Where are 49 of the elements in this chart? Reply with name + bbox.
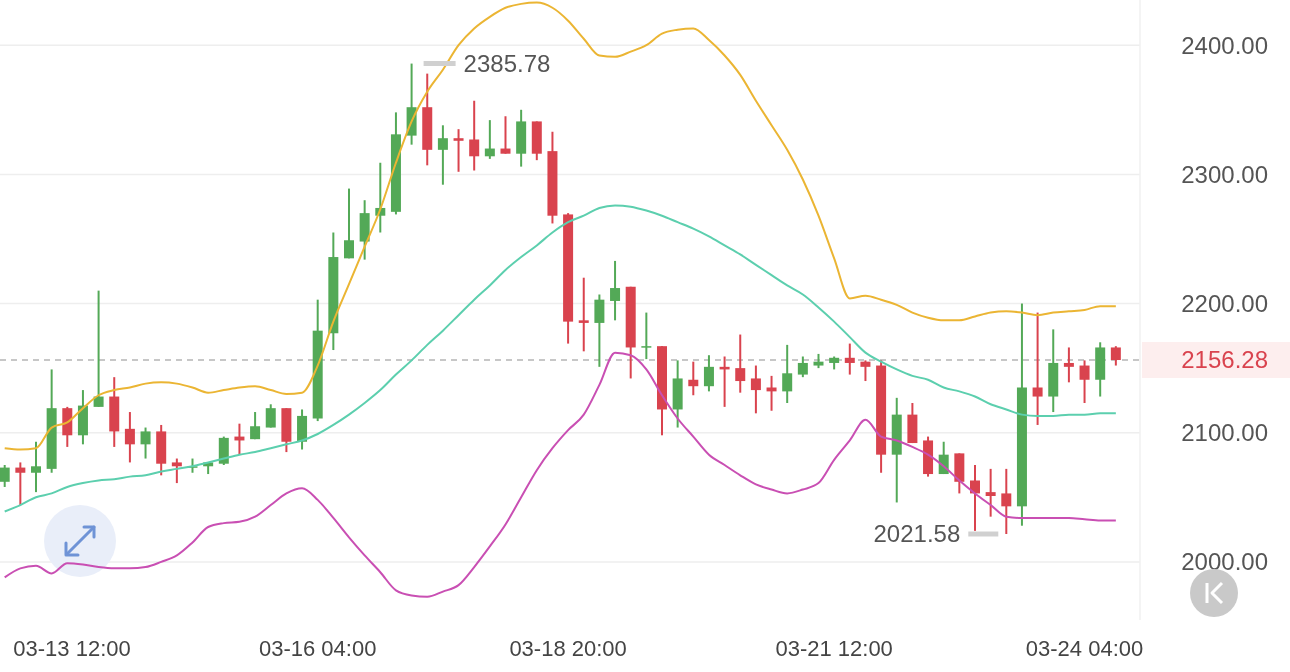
candlestick [140, 426, 151, 460]
candlestick [797, 355, 808, 379]
candlestick [1110, 345, 1121, 367]
candlestick [782, 343, 793, 404]
x-tick-label: 03-24 04:00 [1025, 635, 1144, 661]
candlestick [735, 333, 746, 394]
y-tick-label: 2200.00 [1181, 289, 1268, 317]
candlestick [1079, 359, 1090, 404]
candlestick [453, 128, 464, 173]
candlestick [500, 115, 511, 155]
candlestick [703, 354, 714, 393]
x-tick-label: 03-16 04:00 [258, 635, 377, 661]
candlestick [750, 364, 761, 415]
candlestick [594, 293, 605, 368]
candlestick [641, 311, 652, 361]
candlestick [93, 289, 104, 408]
candlestick [985, 467, 996, 518]
annotation: 2385.78 [463, 49, 551, 77]
y-tick-label: 2400.00 [1181, 31, 1268, 59]
candlestick [484, 119, 495, 160]
candlestick [124, 411, 135, 464]
candlestick [250, 411, 261, 441]
x-tick-label: 03-18 20:00 [509, 635, 627, 661]
candlestick [688, 360, 699, 397]
candlestick [0, 464, 10, 488]
line-series [3, 1, 1117, 451]
x-tick-label: 03-13 12:00 [13, 635, 131, 661]
candlestick [437, 124, 448, 186]
candlestick [1032, 311, 1043, 426]
y-tick-label: 2300.00 [1181, 160, 1268, 188]
y-tick-label: 2100.00 [1181, 419, 1268, 447]
line-series [3, 351, 1117, 598]
candlestick [1001, 467, 1012, 535]
candlestick [610, 259, 621, 322]
x-tick-label: 03-21 12:00 [775, 635, 893, 661]
annotation: 2021.58 [873, 520, 961, 548]
candlestick [1063, 346, 1074, 384]
candlestick [844, 342, 855, 376]
ref-line-label: 2156.28 [1181, 346, 1268, 374]
candlestick [15, 461, 26, 507]
candlestick [265, 403, 276, 429]
candlestick [344, 187, 354, 260]
candlestick [578, 276, 589, 353]
line-series [3, 204, 1117, 513]
candlestick [860, 359, 871, 383]
candlestick [469, 99, 480, 172]
y-tick-label: 2000.00 [1181, 548, 1268, 576]
candlestick [31, 440, 41, 494]
candlestick [171, 457, 182, 485]
